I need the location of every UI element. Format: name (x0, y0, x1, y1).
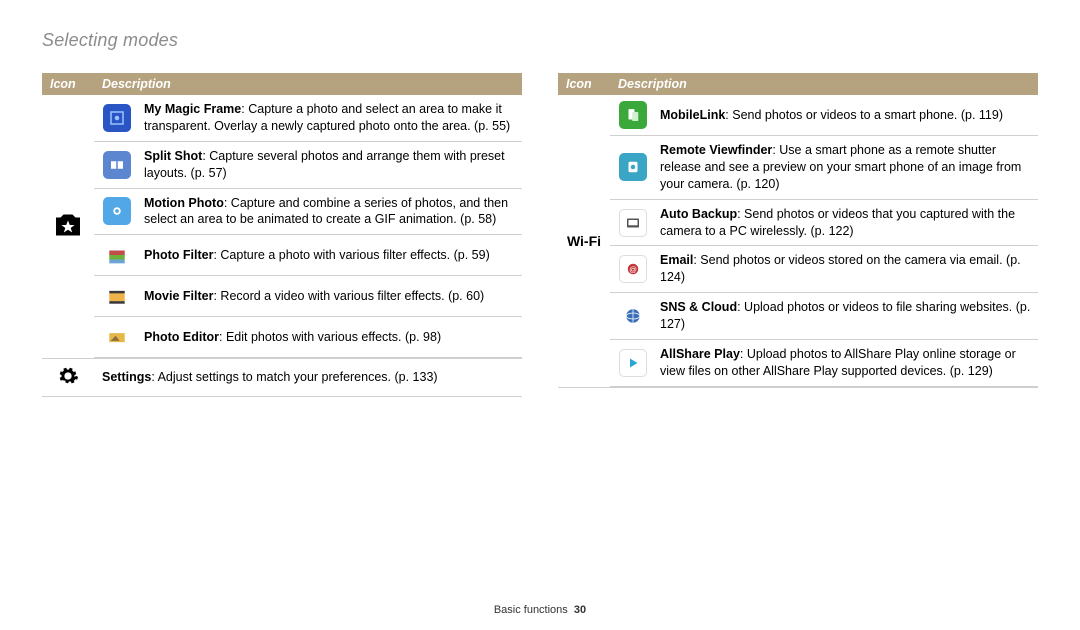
item-title: MobileLink (660, 108, 725, 122)
item-text: : Send photos or videos stored on the ca… (660, 253, 1021, 284)
footer-page: 30 (574, 604, 586, 616)
table-row: MobileLink: Send photos or videos to a s… (610, 95, 1038, 136)
table-row: Remote Viewfinder: Use a smart phone as … (610, 136, 1038, 200)
item-title: My Magic Frame (144, 102, 241, 116)
split-shot-icon (103, 151, 131, 179)
item-text: : Edit photos with various effects. (p. … (219, 330, 441, 344)
item-title: Remote Viewfinder (660, 143, 772, 157)
header-desc: Description (610, 73, 1038, 95)
table-row: Motion Photo: Capture and combine a seri… (94, 188, 522, 235)
camera-star-icon (50, 232, 86, 246)
table-row: Movie Filter: Record a video with variou… (94, 276, 522, 317)
group-icon-cell (42, 95, 94, 359)
table-row: Auto Backup: Send photos or videos that … (610, 199, 1038, 246)
gear-icon (57, 376, 79, 390)
auto-backup-icon (619, 209, 647, 237)
item-title: Motion Photo (144, 196, 224, 210)
left-table: Icon Description (42, 73, 522, 397)
svg-text:@: @ (629, 265, 637, 274)
header-desc: Description (94, 73, 522, 95)
table-row: My Magic Frame: Capture a photo and sele… (42, 95, 522, 359)
movie-filter-icon (103, 282, 131, 310)
sns-cloud-icon (619, 302, 647, 330)
table-row: Wi-Fi MobileLink: Send photos or videos … (558, 95, 1038, 387)
item-title: Auto Backup (660, 207, 737, 221)
left-inner-table: My Magic Frame: Capture a photo and sele… (94, 95, 522, 358)
header-icon: Icon (558, 73, 610, 95)
right-table: Icon Description Wi-Fi (558, 73, 1038, 388)
header-icon: Icon (42, 73, 94, 95)
item-title: Photo Filter (144, 248, 213, 262)
item-text: : Adjust settings to match your preferen… (151, 370, 437, 384)
item-title: Photo Editor (144, 330, 219, 344)
page-title: Selecting modes (42, 30, 1038, 51)
item-text: : Capture a photo with various filter ef… (213, 248, 489, 262)
table-header-row: Icon Description (42, 73, 522, 95)
email-icon: @ (619, 255, 647, 283)
table-row: Settings: Adjust settings to match your … (42, 359, 522, 397)
item-title: Settings (102, 370, 151, 384)
motion-photo-icon (103, 197, 131, 225)
item-title: AllShare Play (660, 347, 740, 361)
item-text: : Record a video with various filter eff… (213, 289, 484, 303)
page: Selecting modes Icon Description (0, 0, 1080, 630)
magic-frame-icon (103, 104, 131, 132)
right-column: Icon Description Wi-Fi (558, 73, 1038, 397)
mobilelink-icon (619, 101, 647, 129)
remote-viewfinder-icon (619, 153, 647, 181)
table-row: SNS & Cloud: Upload photos or videos to … (610, 293, 1038, 340)
item-title: Movie Filter (144, 289, 213, 303)
columns: Icon Description (42, 73, 1038, 397)
group-label: Wi-Fi (567, 233, 601, 249)
photo-editor-icon (103, 323, 131, 351)
table-header-row: Icon Description (558, 73, 1038, 95)
item-text: : Send photos or videos to a smart phone… (725, 108, 1003, 122)
table-row: Photo Editor: Edit photos with various e… (94, 317, 522, 358)
table-row: @ Email: Send photos or videos stored on… (610, 246, 1038, 293)
footer-section: Basic functions (494, 604, 568, 616)
allshare-icon (619, 349, 647, 377)
item-title: Split Shot (144, 149, 202, 163)
table-row: My Magic Frame: Capture a photo and sele… (94, 95, 522, 141)
item-title: Email (660, 253, 693, 267)
footer: Basic functions 30 (0, 604, 1080, 616)
left-column: Icon Description (42, 73, 522, 397)
table-row: Split Shot: Capture several photos and a… (94, 141, 522, 188)
photo-filter-icon (103, 241, 131, 269)
table-row: Photo Filter: Capture a photo with vario… (94, 235, 522, 276)
item-title: SNS & Cloud (660, 300, 737, 314)
right-inner-table: MobileLink: Send photos or videos to a s… (610, 95, 1038, 387)
table-row: AllShare Play: Upload photos to AllShare… (610, 339, 1038, 386)
